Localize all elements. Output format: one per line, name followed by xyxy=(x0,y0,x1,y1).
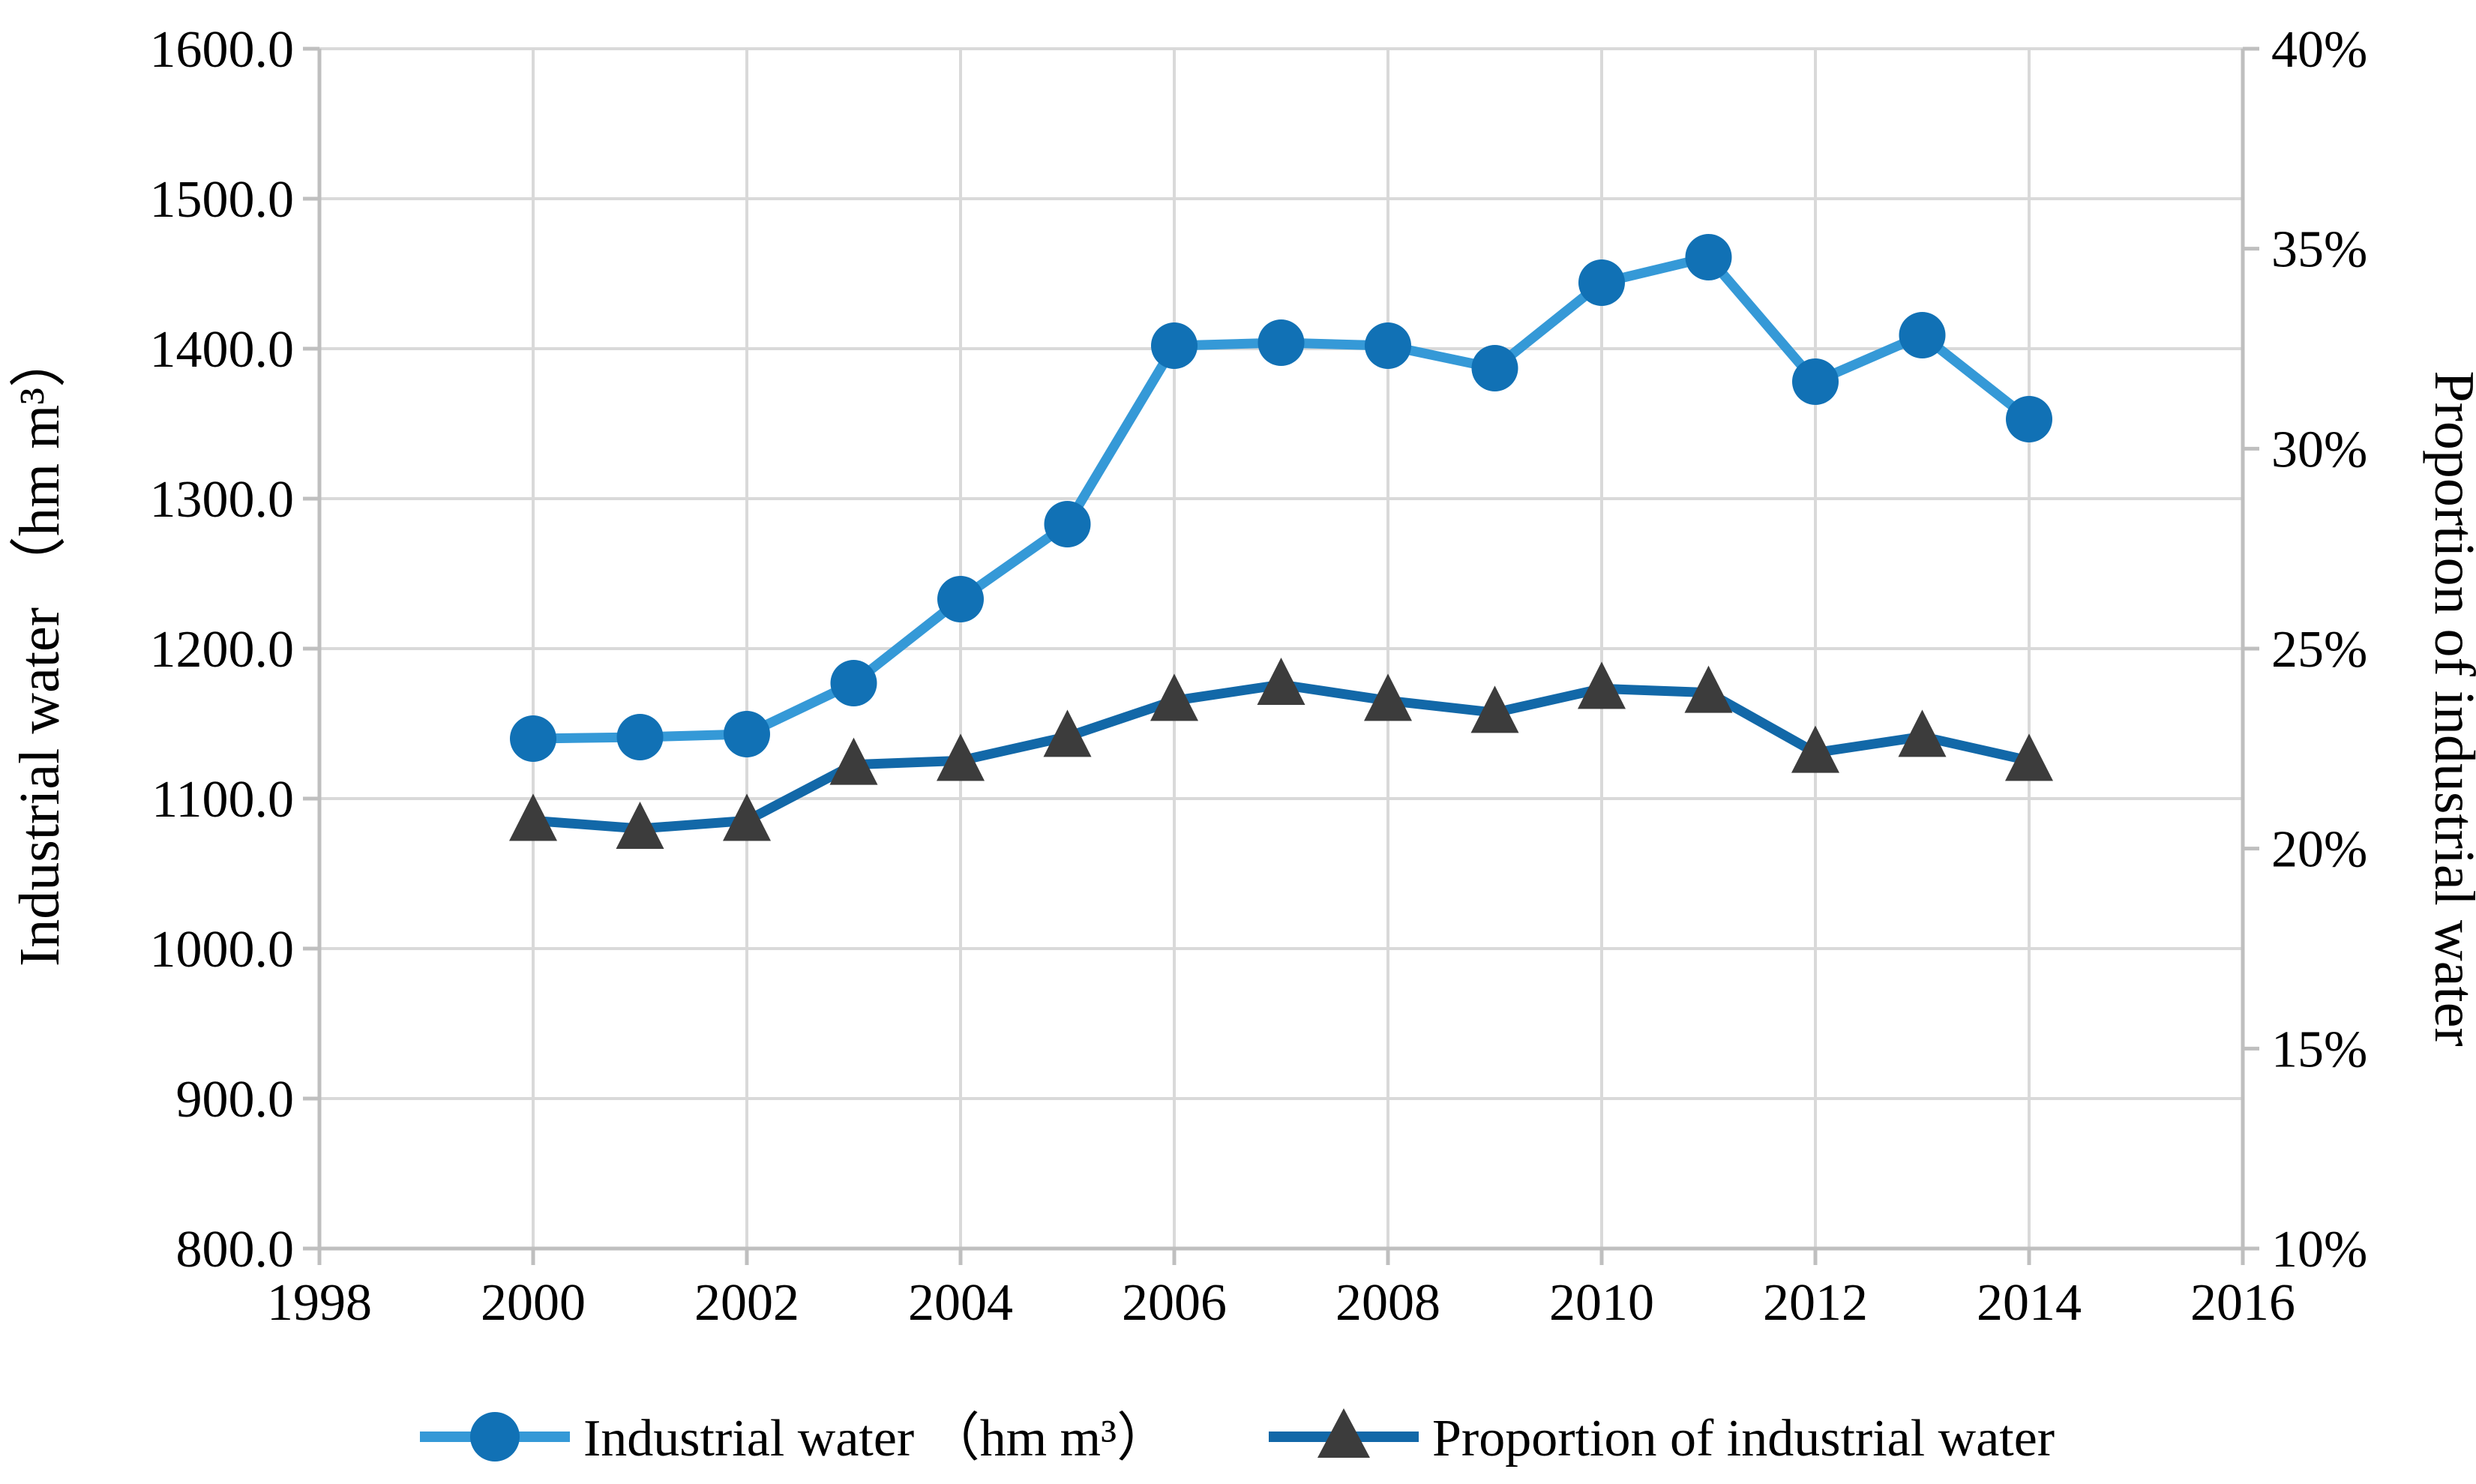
data-point-circle-industrial-water xyxy=(510,715,556,762)
legend-item-proportion: Proportion of industrial water xyxy=(1269,1408,2055,1468)
tick-labels: 800.0 900.0 1000.0 1100.0 1200.0 1300.0 1400.0… xyxy=(150,21,2368,1332)
data-point-triangle-proportion xyxy=(1364,673,1412,721)
data-point-circle-industrial-water xyxy=(2006,396,2052,442)
x-axis-tick-label: 2004 xyxy=(908,1274,1013,1332)
right-axis-tick-label: 40% xyxy=(2271,21,2367,79)
x-axis-tick-label: 2014 xyxy=(1977,1274,2082,1332)
data-point-triangle-proportion xyxy=(1684,665,1733,713)
data-point-triangle-proportion xyxy=(1257,658,1305,705)
data-point-triangle-proportion xyxy=(616,802,664,849)
data-point-triangle-proportion xyxy=(1791,725,1839,773)
left-axis-title: Industrial water （hm m³） xyxy=(8,331,71,967)
right-axis-tick-label: 10% xyxy=(2271,1221,2367,1279)
right-axis-tick-label: 20% xyxy=(2271,821,2367,879)
data-point-circle-industrial-water xyxy=(1044,501,1091,547)
x-axis-tick-label: 2012 xyxy=(1763,1274,1868,1332)
right-axis-title: Proportion of industrial water xyxy=(2423,370,2476,1046)
data-point-triangle-proportion xyxy=(1578,661,1626,709)
legend-label-proportion: Proportion of industrial water xyxy=(1432,1410,2055,1468)
left-axis-tick-label: 900.0 xyxy=(176,1071,295,1129)
data-point-triangle-proportion xyxy=(1043,709,1092,757)
data-point-triangle-proportion xyxy=(1898,709,1947,757)
data-point-triangle-proportion xyxy=(1150,673,1198,721)
x-axis-tick-label: 2016 xyxy=(2190,1274,2295,1332)
data-point-circle-industrial-water xyxy=(937,576,984,622)
legend: Industrial water （hm m³） Proportion of i… xyxy=(420,1408,2055,1468)
data-point-circle-industrial-water xyxy=(1365,322,1411,369)
data-series xyxy=(509,234,2053,849)
data-point-triangle-proportion xyxy=(937,733,985,781)
x-axis-tick-label: 2006 xyxy=(1122,1274,1227,1332)
data-point-circle-industrial-water xyxy=(1578,259,1625,306)
right-axis-tick-label: 15% xyxy=(2271,1021,2367,1078)
data-point-circle-industrial-water xyxy=(1257,319,1305,366)
data-point-triangle-proportion xyxy=(2005,733,2053,781)
x-axis-tick-label: 2002 xyxy=(694,1274,799,1332)
data-point-circle-industrial-water xyxy=(1792,358,1839,405)
legend-triangle-marker-icon xyxy=(1317,1408,1370,1458)
data-point-triangle-proportion xyxy=(509,793,557,841)
right-axis-tick-label: 35% xyxy=(2271,221,2367,279)
data-point-triangle-proportion xyxy=(723,793,771,841)
data-point-circle-industrial-water xyxy=(1151,322,1198,369)
data-point-circle-industrial-water xyxy=(1471,345,1518,391)
x-axis-tick-label: 2000 xyxy=(481,1274,586,1332)
data-point-circle-industrial-water xyxy=(1899,312,1946,358)
axis-lines-and-ticks xyxy=(303,46,2259,1265)
data-point-triangle-proportion xyxy=(829,737,878,785)
right-axis-tick-label: 30% xyxy=(2271,421,2367,478)
left-axis-tick-label: 1300.0 xyxy=(150,471,295,529)
x-axis-tick-label: 1998 xyxy=(267,1274,372,1332)
x-axis-tick-label: 2008 xyxy=(1335,1274,1440,1332)
gridlines xyxy=(319,47,2243,1249)
data-point-triangle-proportion xyxy=(1470,685,1519,733)
left-axis-tick-label: 800.0 xyxy=(176,1221,295,1279)
data-point-circle-industrial-water xyxy=(724,711,770,757)
left-axis-tick-label: 1400.0 xyxy=(150,321,295,379)
data-point-circle-industrial-water xyxy=(1685,234,1732,280)
left-axis-tick-label: 1500.0 xyxy=(150,171,295,229)
legend-label-industrial-water: Industrial water （hm m³） xyxy=(583,1410,1169,1468)
data-point-circle-industrial-water xyxy=(830,660,877,706)
x-axis-tick-label: 2010 xyxy=(1549,1274,1654,1332)
left-axis-tick-label: 1200.0 xyxy=(150,621,295,679)
right-axis-tick-label: 25% xyxy=(2271,621,2367,679)
left-axis-tick-label: 1100.0 xyxy=(151,771,294,829)
data-point-circle-industrial-water xyxy=(616,714,664,760)
legend-circle-marker-icon xyxy=(470,1412,520,1462)
legend-item-industrial-water: Industrial water （hm m³） xyxy=(420,1410,1169,1468)
left-axis-tick-label: 1600.0 xyxy=(150,21,295,79)
left-axis-tick-label: 1000.0 xyxy=(150,921,295,979)
